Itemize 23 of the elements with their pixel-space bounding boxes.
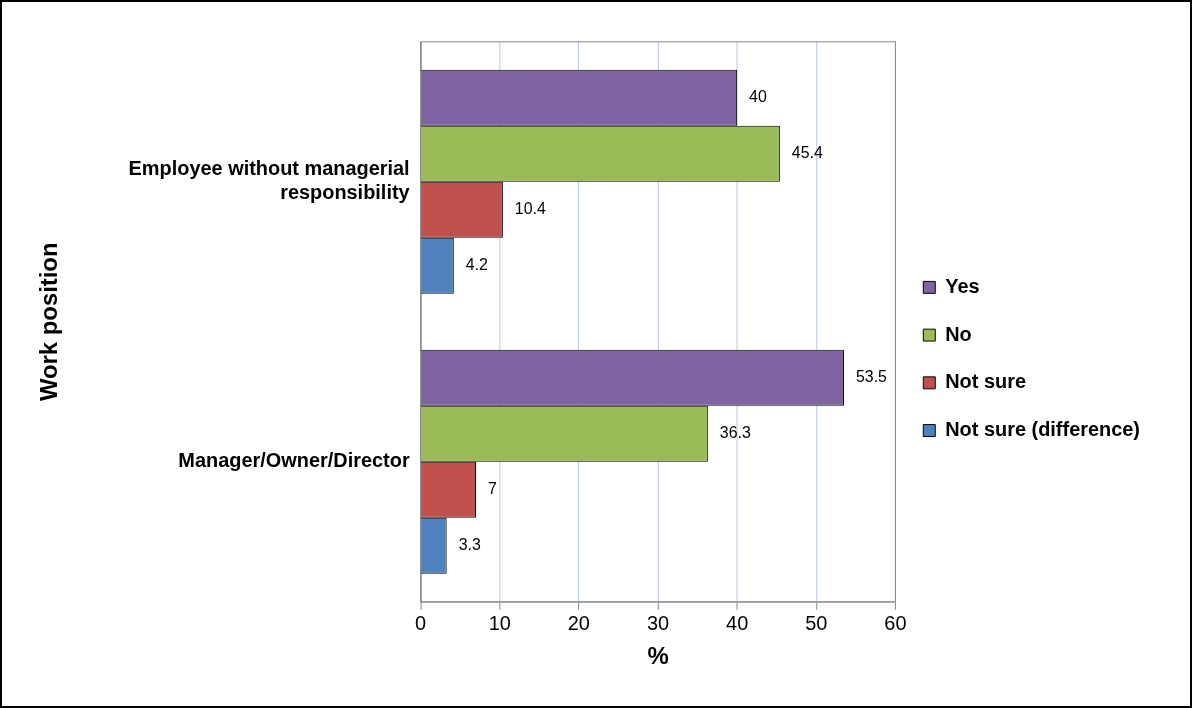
data-label: 40	[749, 88, 767, 106]
legend-label: Not sure (difference)	[945, 418, 1140, 441]
data-label: 36.3	[719, 424, 751, 442]
legend-label: No	[945, 322, 972, 345]
data-label: 45.4	[791, 144, 823, 162]
y-tick-label: Manager/Owner/Director	[178, 449, 410, 472]
data-label: 53.5	[855, 368, 888, 386]
y-axis-title: Work position	[34, 242, 62, 402]
legend-label: Yes	[945, 274, 980, 297]
y-tick-label: Employee without managerial responsibility	[128, 157, 410, 204]
data-label: 3.3	[458, 536, 481, 554]
data-label: 7	[487, 480, 497, 498]
data-label: 4.2	[465, 256, 489, 274]
data-label: 10.4	[514, 200, 546, 218]
x-tick-label: 20	[567, 612, 590, 635]
legend-label: Not sure	[945, 370, 1027, 393]
x-tick-label: 0	[415, 612, 427, 635]
x-tick-label: 60	[884, 612, 907, 635]
x-tick-label: 10	[488, 612, 511, 635]
x-axis-title: %	[647, 642, 669, 670]
x-tick-label: 50	[805, 612, 828, 635]
x-tick-label: 30	[646, 612, 670, 635]
x-tick-label: 40	[726, 612, 749, 635]
